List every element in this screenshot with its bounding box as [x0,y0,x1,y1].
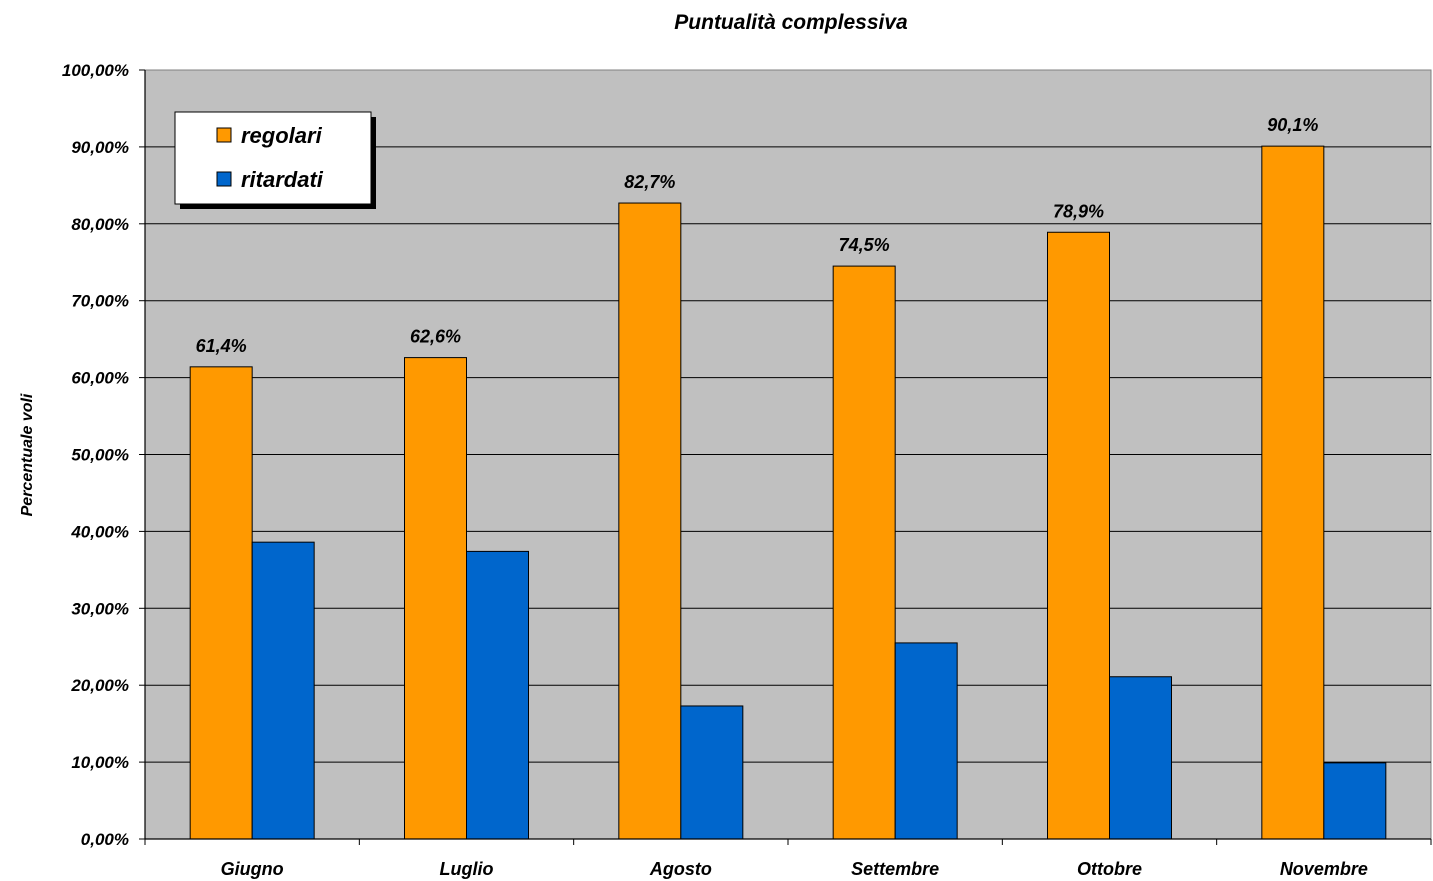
bar-regolari-ottobre [1047,231,1110,840]
data-label: 82,7% [624,172,675,192]
y-tick-label: 100,00% [62,61,129,80]
y-tick-label: 50,00% [71,446,129,465]
data-label: 90,1% [1267,115,1318,135]
data-label: 62,6% [410,327,461,347]
bar-regolari-giugno [189,366,253,840]
bar-ritardati-settembre [894,642,958,840]
legend-label-ritardati: ritardati [241,167,324,192]
legend-box [174,111,372,205]
data-label: 61,4% [196,336,247,356]
axes: 0,00% 10,00% 20,00% 30,00% 40,00% 50,00% 60,00… [62,61,1432,879]
bar-regolari-luglio [404,357,467,840]
legend-swatch-ritardati [216,171,232,187]
x-tick-label: Agosto [649,859,712,879]
x-tick-label: Giugno [221,859,284,879]
bar-ritardati-novembre [1323,762,1387,840]
chart-title: Puntualità complessiva [674,11,908,34]
data-label: 74,5% [839,235,890,255]
bar-ritardati-agosto [680,705,744,840]
x-tick-label: Luglio [440,859,494,879]
y-tick-label: 30,00% [71,599,129,618]
x-tick-label: Ottobre [1077,859,1142,879]
y-tick-label: 10,00% [71,753,129,772]
data-label: 78,9% [1053,201,1104,221]
bar-ritardati-ottobre [1109,676,1172,840]
x-tick-label: Settembre [851,859,939,879]
y-tick-label: 70,00% [71,292,129,311]
bar-ritardati-giugno [251,541,315,840]
y-tick-label: 0,00% [81,830,129,849]
y-tick-label: 90,00% [71,138,129,157]
bar-regolari-novembre [1261,145,1325,840]
bars: 61,4% 62,6% 82,7% 74,5% 78,9% 90,1% [189,115,1387,840]
bar-regolari-agosto [618,202,682,840]
y-axis-label: Percentuale voli [19,393,36,516]
y-tick-label: 20,00% [70,676,129,695]
y-tick-label: 80,00% [71,215,129,234]
bar-regolari-settembre [832,265,896,840]
y-tick-label: 40,00% [70,522,129,541]
legend-swatch-regolari [216,127,232,143]
legend: regolari ritardati [174,111,376,209]
legend-label-regolari: regolari [241,123,323,148]
bar-ritardati-luglio [466,550,529,840]
y-tick-label: 60,00% [71,369,129,388]
x-tick-label: Novembre [1280,859,1368,879]
